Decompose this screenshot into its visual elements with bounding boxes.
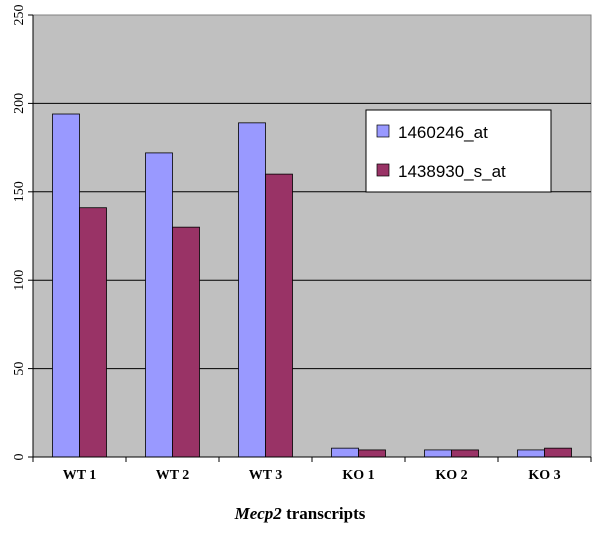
bar-2 (451, 449, 479, 458)
y-tick-label: 150 (12, 181, 27, 202)
x-axis: WT 1 WT 2 WT 3 KO 1 KO 2 KO 3 (32, 456, 592, 483)
y-tick-label: 200 (12, 93, 27, 114)
y-axis: 0 50 100 150 200 250 (12, 5, 34, 461)
gridlines (33, 102, 591, 370)
x-axis-title-gene: Mecp2 (234, 504, 282, 523)
x-axis-title-rest: transcripts (281, 504, 366, 523)
bar-1 (52, 113, 80, 458)
y-tick-label: 100 (12, 270, 27, 291)
legend-box (365, 109, 552, 193)
x-tick-label: KO 1 (342, 468, 374, 483)
plot-area (32, 14, 592, 458)
y-tick-label: 250 (12, 5, 27, 26)
bar-1 (331, 447, 359, 458)
legend-label-1: 1460246_at (398, 123, 488, 142)
x-tick-label: KO 3 (528, 468, 560, 483)
legend-swatch-1 (376, 124, 390, 138)
x-tick-label: KO 2 (435, 468, 467, 483)
legend-swatch-2 (376, 163, 390, 177)
bar-2 (172, 226, 200, 458)
x-tick-label: WT 2 (156, 468, 190, 483)
bar-1 (238, 122, 266, 458)
legend: 1460246_at 1438930_s_at (365, 109, 552, 193)
bar-1 (145, 152, 173, 458)
y-tick-label: 0 (12, 454, 27, 461)
bar-1 (424, 449, 452, 458)
x-axis-title: Mecp2 transcripts (0, 504, 600, 524)
y-tick-label: 50 (12, 362, 27, 376)
bar-2 (544, 447, 572, 458)
bar-2 (265, 173, 293, 458)
bars (52, 113, 572, 458)
x-tick-label: WT 1 (63, 468, 97, 483)
bar-1 (517, 449, 545, 458)
x-tick-label: WT 3 (249, 468, 283, 483)
bar-2 (79, 207, 107, 458)
legend-label-2: 1438930_s_at (398, 162, 506, 181)
bar-2 (358, 449, 386, 458)
